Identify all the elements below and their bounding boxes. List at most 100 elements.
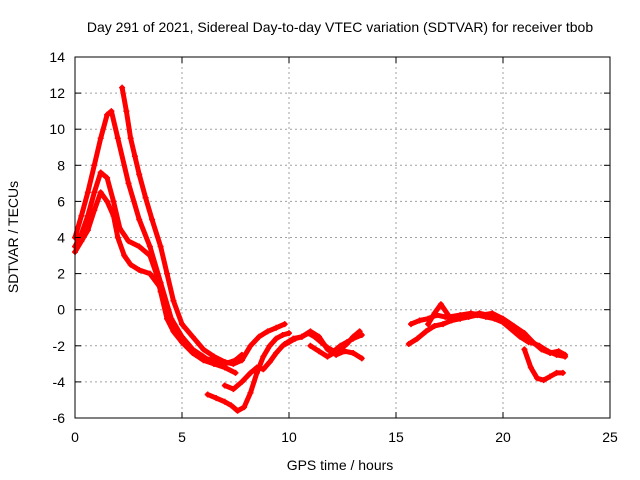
data-point xyxy=(110,198,117,205)
data-point xyxy=(146,243,153,250)
x-tick-label: 5 xyxy=(178,429,186,445)
data-point xyxy=(356,328,363,335)
data-point xyxy=(478,312,485,319)
data-point xyxy=(125,238,132,245)
data-point xyxy=(298,333,305,340)
data-point xyxy=(168,315,175,322)
data-point xyxy=(253,364,260,371)
series-arc-5 xyxy=(204,330,292,414)
data-point xyxy=(131,153,138,160)
chart-title: Day 291 of 2021, Sidereal Day-to-day VTE… xyxy=(87,19,594,35)
data-point xyxy=(211,360,218,367)
data-point xyxy=(127,261,134,268)
data-point xyxy=(127,135,134,142)
data-point xyxy=(256,333,263,340)
data-point xyxy=(200,346,207,353)
data-point xyxy=(547,373,554,380)
y-tick-label: 4 xyxy=(57,230,65,246)
data-point xyxy=(119,84,126,91)
data-point xyxy=(170,297,177,304)
data-point xyxy=(136,266,143,273)
data-point xyxy=(189,346,196,353)
data-point xyxy=(457,312,464,319)
tick-layer: 0 5 10 15 20 25 -6 -4 -2 0 2 4 6 8 10 12 14 xyxy=(49,49,618,445)
data-point xyxy=(157,279,164,286)
y-tick-label: 12 xyxy=(49,85,65,101)
data-point xyxy=(121,252,128,259)
x-tick-label: 20 xyxy=(495,429,511,445)
data-point xyxy=(232,369,239,376)
series-line xyxy=(307,328,363,360)
data-point xyxy=(84,227,91,234)
data-point xyxy=(247,369,254,376)
data-point xyxy=(260,353,267,360)
grid-layer xyxy=(75,57,610,418)
data-point xyxy=(97,169,104,176)
series-arc-12 xyxy=(521,346,566,384)
data-point xyxy=(104,174,111,181)
data-point xyxy=(500,315,506,322)
data-point xyxy=(337,346,344,353)
data-point xyxy=(555,348,562,355)
series-line xyxy=(425,301,568,358)
data-point xyxy=(146,270,153,277)
data-point xyxy=(221,398,228,405)
data-point xyxy=(273,350,280,357)
y-tick-label: -4 xyxy=(53,374,66,390)
data-point xyxy=(350,333,357,340)
data-point xyxy=(253,369,260,376)
data-point xyxy=(241,404,248,411)
data-point xyxy=(97,189,104,196)
y-tick-label: 0 xyxy=(57,302,65,318)
y-tick-label: 8 xyxy=(57,157,65,173)
data-point xyxy=(324,353,331,360)
data-point xyxy=(221,364,228,371)
data-point xyxy=(521,346,528,353)
data-point xyxy=(538,346,545,353)
data-point xyxy=(425,321,432,328)
y-axis-label: SDTVAR / TECUs xyxy=(5,181,21,293)
series-arc-8 xyxy=(307,328,363,360)
data-point xyxy=(164,270,171,277)
data-point xyxy=(281,340,288,347)
x-tick-label: 0 xyxy=(71,429,79,445)
data-point xyxy=(136,171,143,178)
data-point xyxy=(104,198,111,205)
series-arc-7 xyxy=(281,328,365,362)
y-tick-label: 2 xyxy=(57,266,65,282)
y-tick-label: -6 xyxy=(53,410,66,426)
data-point xyxy=(266,342,273,349)
series-line xyxy=(119,85,288,367)
data-point xyxy=(307,342,314,349)
series-arc-11 xyxy=(425,301,569,358)
data-point xyxy=(108,108,115,115)
data-point xyxy=(221,359,228,366)
data-point xyxy=(221,382,228,389)
data-point xyxy=(527,364,534,371)
data-point xyxy=(431,322,438,329)
data-point xyxy=(230,360,237,367)
data-point xyxy=(315,348,322,355)
y-tick-label: 14 xyxy=(49,49,65,65)
data-point xyxy=(264,328,271,335)
data-point xyxy=(189,333,196,340)
data-point xyxy=(414,335,421,342)
data-point xyxy=(91,207,98,214)
data-point xyxy=(286,330,292,337)
x-axis-label: GPS time / hours xyxy=(287,457,394,473)
data-point xyxy=(446,313,453,320)
data-point xyxy=(553,369,560,376)
data-point xyxy=(534,375,541,382)
data-point xyxy=(440,321,447,328)
x-tick-label: 25 xyxy=(602,429,618,445)
data-point xyxy=(273,324,280,331)
data-point xyxy=(350,350,357,357)
data-point xyxy=(358,355,365,362)
data-point xyxy=(260,366,267,373)
data-point xyxy=(97,135,104,142)
data-point xyxy=(431,310,438,317)
data-point xyxy=(228,402,235,409)
data-point xyxy=(521,330,528,337)
series-layer xyxy=(72,84,569,414)
